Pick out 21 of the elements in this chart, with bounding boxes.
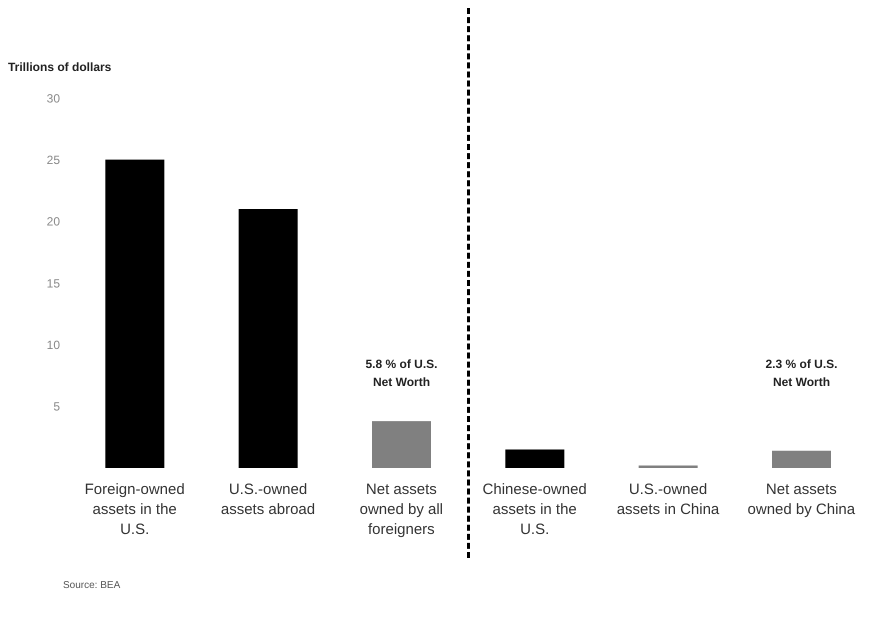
x-tick-label: Chinese-owned assets in the U.S. xyxy=(482,481,587,538)
y-tick-label: 25 xyxy=(46,152,60,167)
y-tick-label: 5 xyxy=(53,400,60,414)
bar xyxy=(238,209,298,468)
y-tick-label: 15 xyxy=(46,276,60,290)
annotation: 2.3 % of U.S. Net Worth xyxy=(765,357,838,389)
x-tick-label: Net assets owned by all foreigners xyxy=(360,481,444,538)
bar xyxy=(372,421,431,468)
bar xyxy=(772,450,831,468)
x-tick-label: U.S.-owned assets in China xyxy=(616,481,720,518)
x-tick-label: U.S.-owned assets abroad xyxy=(220,481,316,518)
y-tick-label: 30 xyxy=(46,91,60,106)
annotation: 5.8 % of U.S. Net Worth xyxy=(365,357,438,389)
bar xyxy=(505,450,564,468)
source-note: Source: BEA xyxy=(63,580,120,591)
bar xyxy=(105,160,164,468)
y-tick-label: 10 xyxy=(46,338,60,352)
y-axis-title: Trillions of dollars xyxy=(8,60,112,74)
x-tick-label: Net assets owned by China xyxy=(748,481,856,518)
x-tick-label: Foreign-owned assets in the U.S. xyxy=(84,481,185,538)
y-tick-label: 20 xyxy=(46,214,60,229)
